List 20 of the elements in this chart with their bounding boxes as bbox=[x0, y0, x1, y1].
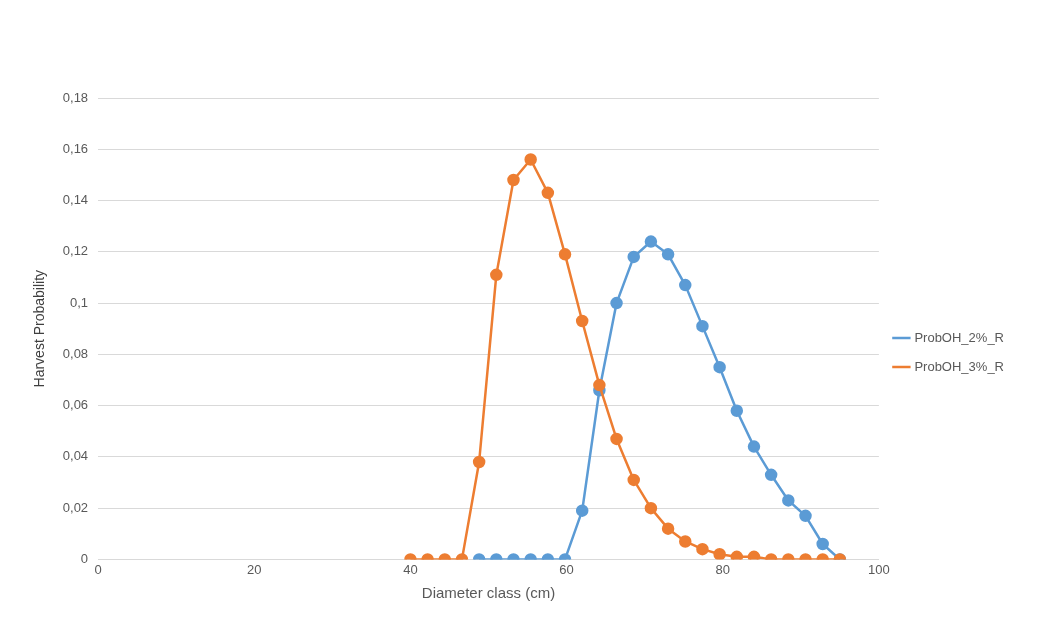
y-tick-label: 0,1 bbox=[70, 294, 89, 310]
x-tick-label: 80 bbox=[715, 561, 730, 577]
x-tick-label: 60 bbox=[559, 561, 574, 577]
x-axis-title: Diameter class (cm) bbox=[421, 584, 556, 602]
x-tick-label: 100 bbox=[868, 561, 890, 577]
y-tick-label: 0,14 bbox=[62, 192, 89, 208]
y-tick-label: 0,04 bbox=[62, 448, 89, 464]
legend-label: ProbOH_2%_R bbox=[914, 329, 1005, 345]
y-tick-label: 0,18 bbox=[62, 89, 89, 105]
y-tick-label: 0 bbox=[80, 550, 89, 566]
x-tick-label: 40 bbox=[403, 561, 418, 577]
y-tick-label: 0,16 bbox=[62, 140, 89, 156]
y-tick-label: 0,02 bbox=[62, 499, 89, 515]
y-tick-label: 0,06 bbox=[62, 397, 89, 413]
y-tick-label: 0,08 bbox=[62, 345, 89, 361]
y-axis-title: Harvest Probability bbox=[31, 269, 48, 388]
legend-label: ProbOH_3%_R bbox=[914, 358, 1005, 374]
y-tick-label: 0,12 bbox=[62, 243, 89, 259]
x-tick-label: 0 bbox=[94, 561, 102, 577]
x-tick-label: 20 bbox=[247, 561, 262, 577]
